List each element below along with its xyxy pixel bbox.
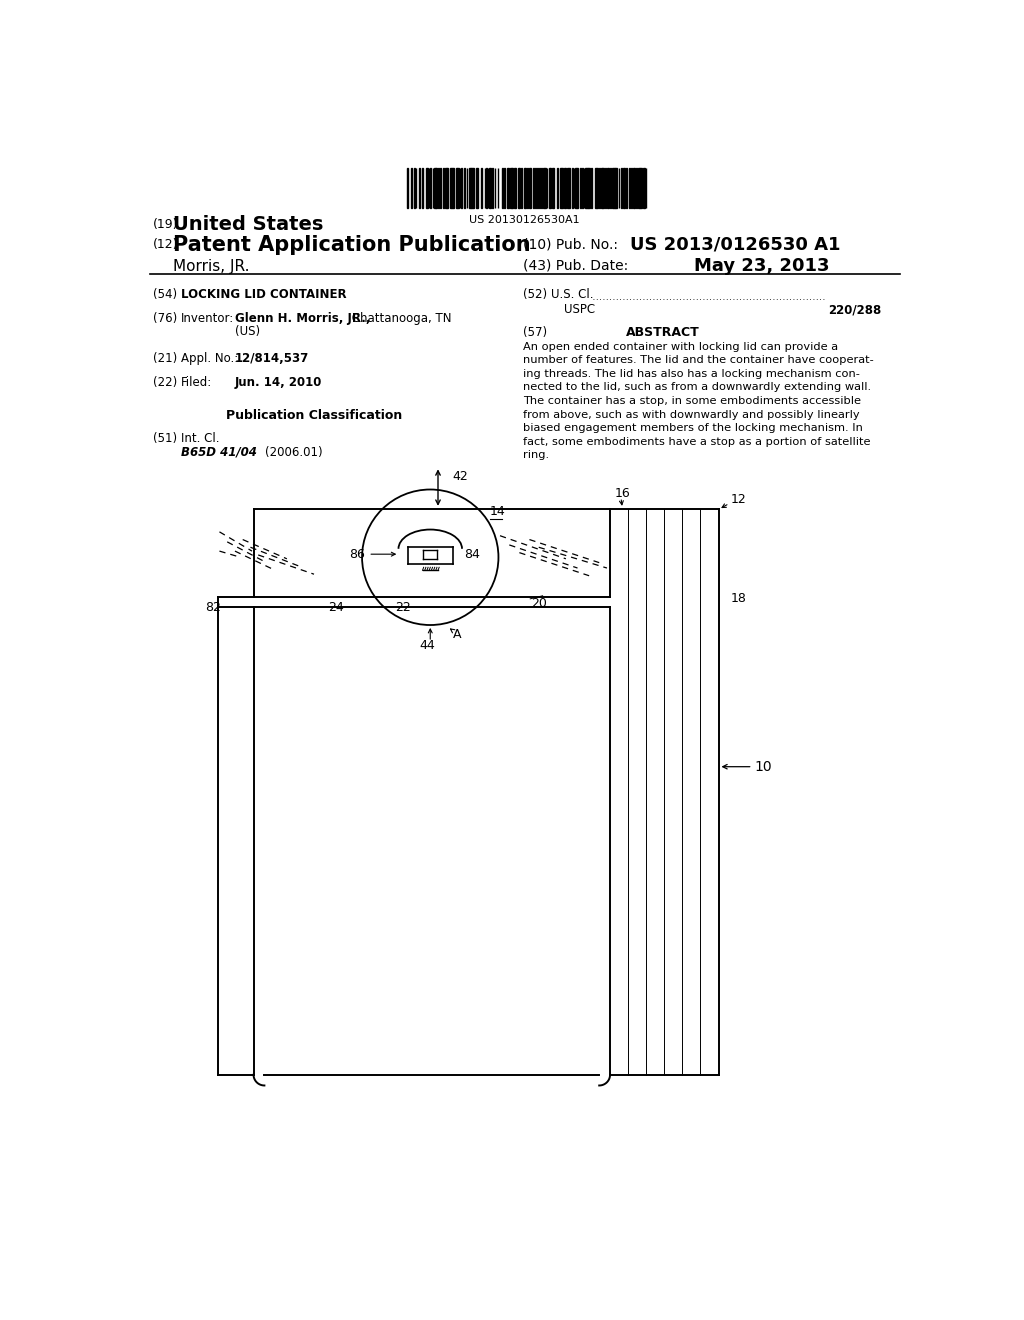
Bar <box>607 168 609 207</box>
Text: An open ended container with locking lid can provide a
number of features. The l: An open ended container with locking lid… <box>523 342 874 461</box>
Bar <box>640 168 642 207</box>
Text: Inventor:: Inventor: <box>180 313 233 326</box>
Bar <box>633 168 635 207</box>
Bar <box>557 168 558 207</box>
Text: 84: 84 <box>464 548 480 561</box>
Bar <box>636 168 637 207</box>
Text: US 20130126530A1: US 20130126530A1 <box>469 215 581 226</box>
Text: United States: United States <box>173 215 324 235</box>
Text: May 23, 2013: May 23, 2013 <box>693 257 829 275</box>
Bar <box>507 168 509 207</box>
Text: (43) Pub. Date:: (43) Pub. Date: <box>523 259 629 272</box>
Bar <box>502 168 503 207</box>
Text: (10) Pub. No.:: (10) Pub. No.: <box>523 238 627 252</box>
Bar <box>615 168 617 207</box>
Text: Filed:: Filed: <box>180 376 212 389</box>
Text: (51): (51) <box>153 432 177 445</box>
Text: Patent Application Publication: Patent Application Publication <box>173 235 530 255</box>
Text: (54): (54) <box>153 288 177 301</box>
Text: (US): (US) <box>234 325 260 338</box>
Text: Glenn H. Morris, JR.,: Glenn H. Morris, JR., <box>234 313 371 326</box>
Text: 20: 20 <box>531 597 547 610</box>
Bar <box>638 168 640 207</box>
Text: USPC: USPC <box>563 304 595 317</box>
Text: (19): (19) <box>153 218 178 231</box>
Bar <box>451 168 454 207</box>
Bar <box>469 168 471 207</box>
Text: 42: 42 <box>452 470 468 483</box>
Text: 10: 10 <box>755 760 772 774</box>
Bar <box>442 168 444 207</box>
Text: A: A <box>454 628 462 640</box>
Text: (2006.01): (2006.01) <box>265 446 323 458</box>
Bar <box>529 168 531 207</box>
Text: 86: 86 <box>349 548 366 561</box>
Bar <box>521 168 522 207</box>
Bar <box>567 168 569 207</box>
Text: 12: 12 <box>731 492 746 506</box>
Bar <box>586 168 588 207</box>
Text: Appl. No.:: Appl. No.: <box>180 352 238 366</box>
Text: Jun. 14, 2010: Jun. 14, 2010 <box>234 376 323 389</box>
Text: US 2013/0126530 A1: US 2013/0126530 A1 <box>630 235 841 253</box>
Text: Int. Cl.: Int. Cl. <box>180 432 219 445</box>
Text: ABSTRACT: ABSTRACT <box>626 326 699 339</box>
Text: 18: 18 <box>731 593 746 606</box>
Text: 44: 44 <box>419 639 435 652</box>
Bar <box>624 168 625 207</box>
Text: 82: 82 <box>206 601 221 614</box>
Bar <box>471 168 474 207</box>
Bar <box>419 168 420 207</box>
Bar <box>602 168 604 207</box>
Bar <box>544 168 546 207</box>
Text: U.S. Cl.: U.S. Cl. <box>551 288 594 301</box>
Bar <box>434 168 435 207</box>
Bar <box>445 168 446 207</box>
Text: (12): (12) <box>153 238 178 251</box>
Bar <box>643 168 645 207</box>
Text: (57): (57) <box>523 326 548 339</box>
Text: 22: 22 <box>395 601 411 614</box>
Bar <box>532 168 535 207</box>
Bar <box>510 168 512 207</box>
Bar <box>595 168 598 207</box>
Bar <box>589 168 590 207</box>
Bar <box>552 168 554 207</box>
Bar <box>535 168 537 207</box>
Bar <box>563 168 566 207</box>
Text: (22): (22) <box>153 376 177 389</box>
Text: 24: 24 <box>328 601 344 614</box>
Text: (52): (52) <box>523 288 548 301</box>
Text: 12/814,537: 12/814,537 <box>234 352 309 366</box>
Text: LOCKING LID CONTAINER: LOCKING LID CONTAINER <box>180 288 346 301</box>
Text: Chattanooga, TN: Chattanooga, TN <box>348 313 452 326</box>
Text: Morris, JR.: Morris, JR. <box>173 259 250 273</box>
Bar <box>489 168 492 207</box>
Bar <box>411 168 413 207</box>
Bar <box>426 168 428 207</box>
Bar <box>476 168 478 207</box>
Bar <box>575 168 578 207</box>
Text: B65D 41/04: B65D 41/04 <box>180 446 257 458</box>
Bar <box>514 168 516 207</box>
Bar <box>560 168 563 207</box>
Bar <box>611 168 614 207</box>
Text: (21): (21) <box>153 352 177 366</box>
Text: 220/288: 220/288 <box>827 304 881 317</box>
Bar <box>524 168 526 207</box>
Text: 16: 16 <box>614 487 631 500</box>
Text: 14: 14 <box>489 504 506 517</box>
Bar <box>458 168 459 207</box>
Text: Publication Classification: Publication Classification <box>226 409 402 421</box>
Bar <box>480 168 482 207</box>
Text: (76): (76) <box>153 313 177 326</box>
